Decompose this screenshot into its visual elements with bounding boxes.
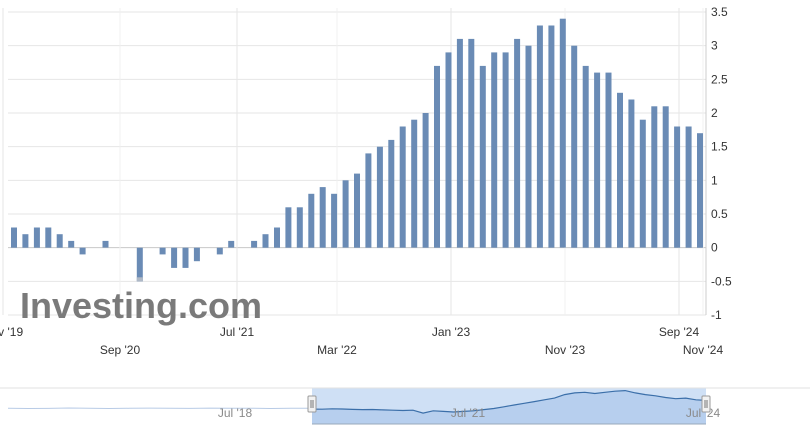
data-bar	[399, 126, 406, 248]
data-bar	[548, 25, 555, 248]
data-bar	[193, 247, 200, 262]
navigator-area	[312, 390, 706, 424]
y-tick-label: 1.5	[711, 140, 728, 154]
data-bar	[182, 247, 189, 268]
x-tick-label: Nov '19	[0, 325, 23, 339]
data-bar	[697, 133, 703, 248]
data-bar	[594, 72, 601, 248]
navigator-label: Jul '21	[451, 406, 486, 420]
y-tick-label: 0	[711, 241, 718, 255]
data-bar	[445, 52, 452, 248]
x-tick-label: Nov '24	[683, 343, 724, 357]
data-bar	[262, 234, 269, 248]
data-bar	[456, 38, 463, 248]
data-bar	[102, 240, 109, 248]
data-bar	[56, 234, 63, 248]
y-tick-label: 2.5	[711, 72, 728, 86]
data-bar	[582, 65, 589, 248]
handle-body[interactable]	[307, 395, 317, 413]
data-bar	[422, 113, 429, 248]
data-bar	[136, 247, 143, 282]
data-bar	[411, 119, 418, 248]
data-bar	[68, 240, 75, 248]
data-bar	[365, 153, 372, 248]
data-bar	[22, 234, 29, 248]
navigator[interactable]: Jul '18 Jul '21 Jul '24	[0, 387, 810, 425]
y-tick-label: -1	[711, 308, 722, 322]
x-tick-label: Jan '23	[432, 325, 471, 339]
data-bar	[354, 173, 360, 248]
navigator-right-handle[interactable]	[701, 395, 711, 413]
y-tick-label: 3.5	[711, 5, 728, 19]
data-bar	[479, 65, 486, 248]
data-bar	[308, 193, 315, 248]
data-bar	[388, 139, 395, 248]
y-tick-label: 3	[711, 39, 718, 53]
navigator-history-line	[7, 407, 312, 410]
data-bar	[651, 106, 658, 248]
data-bar	[45, 227, 52, 248]
data-bar	[685, 126, 692, 248]
data-bar	[502, 52, 509, 248]
data-bar	[571, 45, 578, 248]
data-bar	[376, 146, 383, 248]
data-bar	[559, 18, 566, 248]
data-bar	[514, 38, 521, 248]
data-bar-cap	[136, 277, 143, 282]
navigator-label: Jul '24	[686, 406, 721, 420]
x-tick-label: Sep '20	[100, 343, 141, 357]
data-bar	[251, 240, 258, 248]
data-bar	[662, 106, 669, 248]
data-bar	[639, 119, 646, 248]
navigator-label: Jul '18	[218, 406, 253, 420]
y-tick-label: 1	[711, 173, 718, 187]
data-bar	[536, 25, 543, 248]
data-bar	[674, 126, 681, 248]
data-bar	[434, 65, 440, 248]
logo: Investing.com	[20, 285, 262, 326]
data-bar	[11, 227, 17, 248]
axis-layer: 3.5 3 2.5 2 1.5 1 0.5 0 -0.5 -1 Nov '19 Jul '21 Jan …	[0, 5, 732, 357]
data-bar	[79, 247, 86, 255]
x-tick-label: Jul '21	[220, 325, 255, 339]
data-bar	[331, 193, 338, 248]
y-tick-label: 0.5	[711, 207, 728, 221]
data-bar	[342, 180, 349, 248]
data-bar	[274, 227, 280, 248]
data-bar	[491, 52, 498, 248]
x-tick-label: Sep '24	[659, 325, 700, 339]
bars-layer	[11, 18, 703, 282]
data-bar	[285, 207, 292, 248]
data-bar	[296, 207, 303, 248]
navigator-line	[311, 389, 707, 414]
x-tick-label: Mar '22	[317, 343, 357, 357]
data-bar	[171, 247, 178, 268]
data-bar	[628, 99, 635, 248]
y-tick-label: -0.5	[711, 274, 732, 288]
data-bar	[33, 227, 40, 248]
handle-body[interactable]	[701, 395, 711, 413]
navigator-left-handle[interactable]	[307, 395, 317, 413]
y-tick-label: 2	[711, 106, 718, 120]
data-bar	[319, 187, 326, 248]
data-bar	[617, 92, 623, 248]
logo-text: Investing.com	[20, 285, 262, 326]
data-bar	[159, 247, 166, 255]
data-bar	[216, 247, 223, 255]
data-bar	[605, 72, 612, 248]
data-bar	[525, 45, 532, 248]
data-bar	[468, 38, 475, 248]
x-tick-label: Nov '23	[545, 343, 586, 357]
data-bar	[228, 240, 235, 248]
grid-layer	[2, 8, 706, 316]
